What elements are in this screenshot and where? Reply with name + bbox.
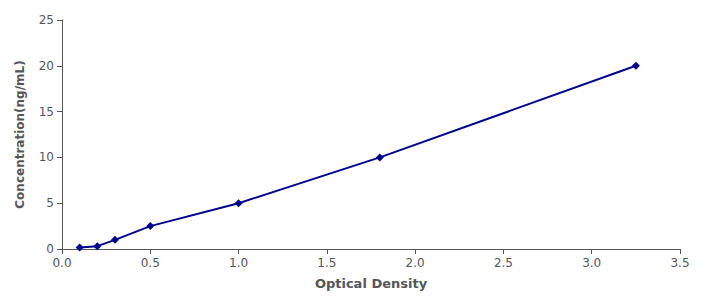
- svg-text:1.5: 1.5: [317, 256, 336, 270]
- svg-text:0.0: 0.0: [52, 256, 71, 270]
- svg-text:5: 5: [46, 196, 54, 210]
- svg-text:0.5: 0.5: [141, 256, 160, 270]
- svg-text:1.0: 1.0: [229, 256, 248, 270]
- svg-text:3.5: 3.5: [670, 256, 689, 270]
- svg-text:2.5: 2.5: [494, 256, 513, 270]
- svg-text:25: 25: [39, 13, 54, 27]
- svg-text:10: 10: [39, 150, 54, 164]
- svg-text:3.0: 3.0: [582, 256, 601, 270]
- svg-text:Concentration(ng/mL): Concentration(ng/mL): [13, 60, 27, 208]
- svg-text:20: 20: [39, 59, 54, 73]
- svg-text:15: 15: [39, 105, 54, 119]
- svg-text:0: 0: [46, 242, 54, 256]
- svg-text:Optical Density: Optical Density: [315, 276, 428, 291]
- svg-text:2.0: 2.0: [406, 256, 425, 270]
